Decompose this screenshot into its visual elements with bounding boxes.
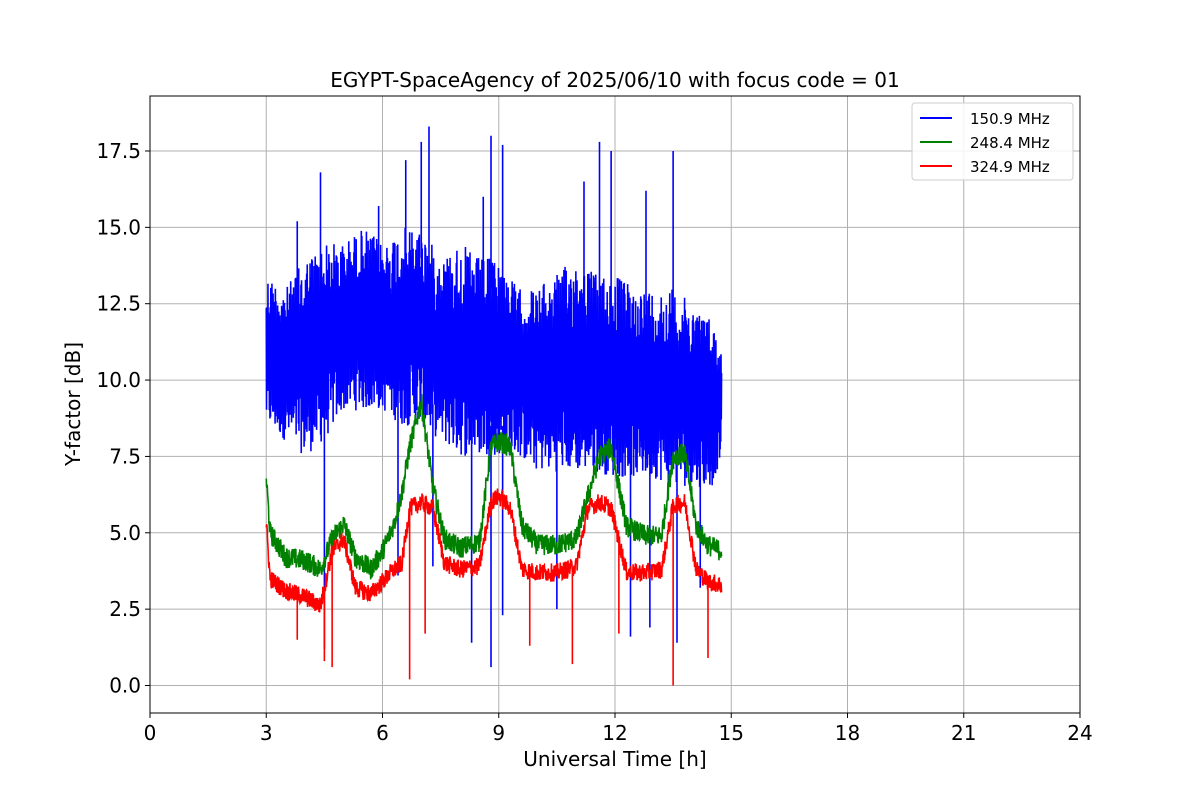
y-tick-label: 12.5	[96, 292, 141, 316]
legend-label: 150.9 MHz	[970, 110, 1050, 128]
y-tick-label: 2.5	[109, 597, 141, 621]
legend-label: 248.4 MHz	[970, 134, 1050, 152]
x-tick-label: 6	[376, 721, 389, 745]
y-tick-label: 5.0	[109, 521, 141, 545]
y-tick-label: 0.0	[109, 674, 141, 698]
series-line-324-9-mhz	[265, 488, 723, 686]
x-tick-label: 15	[719, 721, 744, 745]
y-axis: 0.0 2.5 5.0 7.5 10.0 12.5 15.0 17.5	[96, 139, 150, 698]
legend-box	[911, 102, 1074, 181]
y-tick-label: 17.5	[96, 139, 141, 163]
legend: 150.9 MHz 248.4 MHz 324.9 MHz	[911, 102, 1074, 181]
y-tick-label: 7.5	[109, 444, 141, 468]
x-tick-label: 12	[602, 721, 627, 745]
x-tick-label: 3	[260, 721, 273, 745]
x-tick-label: 18	[835, 721, 860, 745]
chart-title: EGYPT-SpaceAgency of 2025/06/10 with foc…	[330, 68, 899, 92]
x-axis-label: Universal Time [h]	[523, 747, 706, 771]
y-axis-label: Y-factor [dB]	[61, 342, 85, 467]
series-line-248-4-mhz	[265, 394, 723, 580]
x-tick-label: 9	[492, 721, 505, 745]
plot-area	[265, 126, 723, 686]
y-tick-label: 15.0	[96, 215, 141, 239]
y-tick-label: 10.0	[96, 368, 141, 392]
x-tick-label: 0	[144, 721, 157, 745]
legend-label: 324.9 MHz	[970, 158, 1050, 176]
x-tick-label: 21	[951, 721, 976, 745]
x-tick-label: 24	[1067, 721, 1092, 745]
x-axis: 0 3 6 9 12 15 18 21 24	[144, 713, 1093, 745]
